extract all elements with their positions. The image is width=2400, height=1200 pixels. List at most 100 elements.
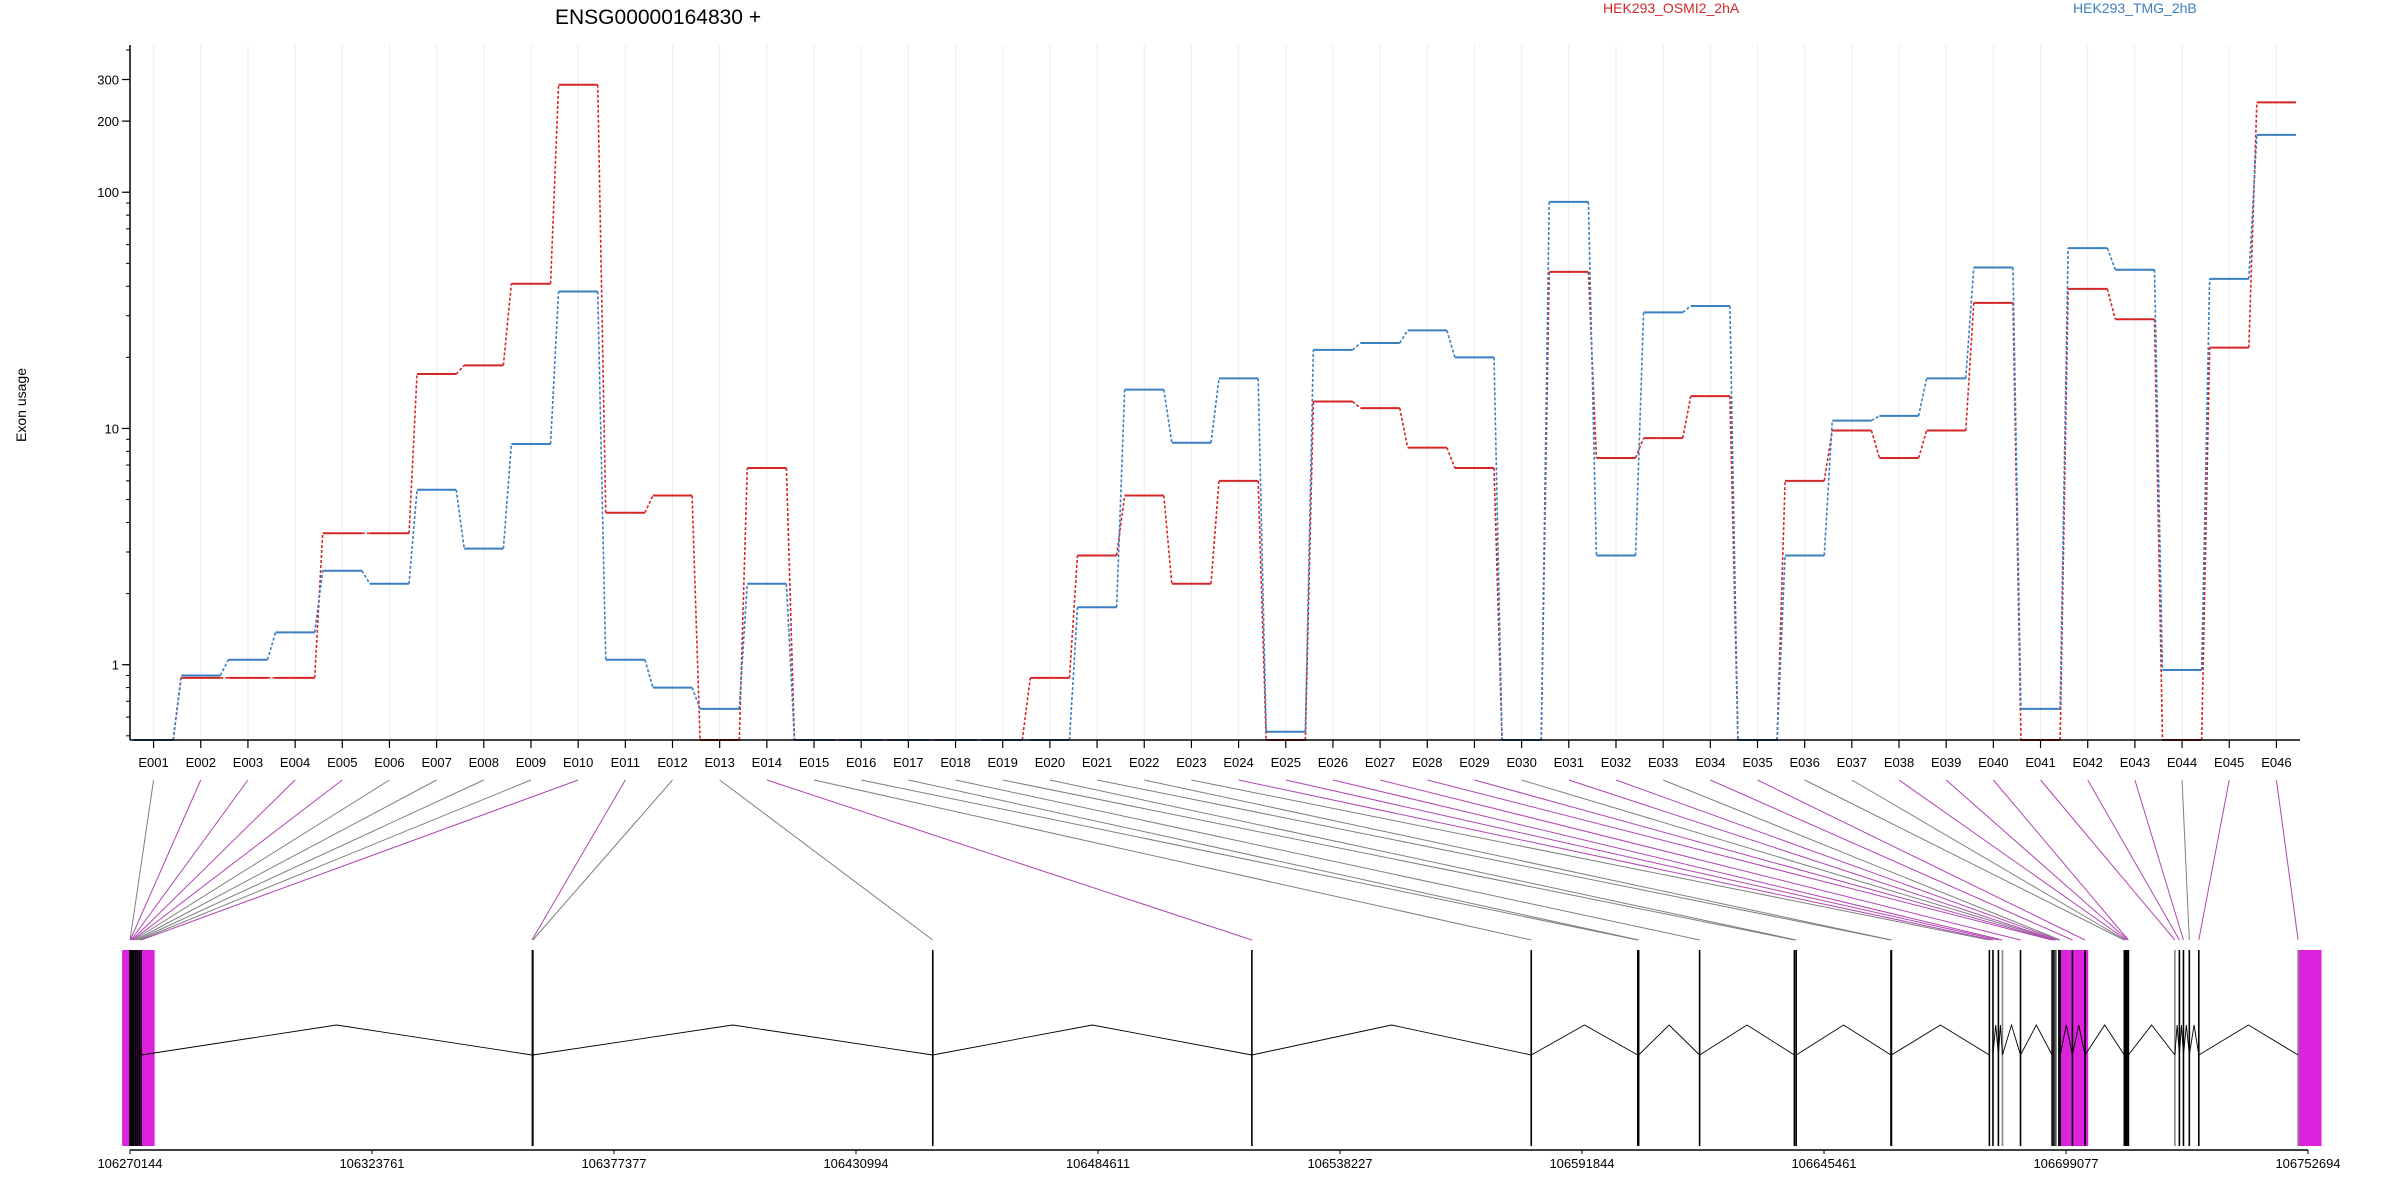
- chart-title: ENSG00000164830 +: [555, 6, 761, 29]
- legend-entry-tmg: HEK293_TMG_2hB: [2073, 0, 2197, 16]
- series-connector: [1587, 271, 1598, 459]
- series-connector: [644, 659, 654, 688]
- exon-connector: [2181, 779, 2190, 941]
- series-connector: [1210, 480, 1220, 584]
- genomic-coordinate-axis: 106270144 106323761 106377377 106430994 1064…: [97, 1149, 2341, 1171]
- exon-label: E006: [374, 755, 404, 770]
- intron-line: [1795, 1024, 1892, 1056]
- series-connector: [1729, 305, 1739, 741]
- series-connector: [1446, 447, 1456, 469]
- series-connector: [785, 583, 796, 741]
- series-connector: [1587, 201, 1598, 556]
- exon-label: E010: [563, 755, 593, 770]
- series-connector: [1304, 349, 1315, 732]
- intron-line: [1531, 1024, 1638, 1056]
- exon-connector: [129, 779, 202, 941]
- series-connector: [1870, 430, 1881, 459]
- exon-label: E001: [138, 755, 168, 770]
- exon-connector: [1710, 779, 2073, 941]
- series-connector: [2153, 269, 2164, 670]
- series-connector: [1398, 407, 1409, 448]
- exon-label: E018: [940, 755, 970, 770]
- coord-tick-label: 106323761: [339, 1156, 404, 1171]
- exon-label: E036: [1789, 755, 1819, 770]
- exon-connector: [532, 779, 673, 941]
- exon-label: E038: [1884, 755, 1914, 770]
- series-connector: [1351, 342, 1362, 351]
- series-connector: [2200, 278, 2211, 670]
- exon-connector: [1379, 779, 2021, 941]
- series-connector: [1210, 378, 1220, 443]
- series-connector: [455, 364, 465, 375]
- exon-connector: [137, 779, 485, 941]
- exon-block: [122, 950, 155, 1146]
- series-connector: [502, 443, 513, 549]
- series-connector: [219, 659, 230, 676]
- series-connector: [1871, 415, 1880, 422]
- coord-tick-label: 106591844: [1549, 1156, 1614, 1171]
- series-connector: [2059, 288, 2069, 741]
- exon-label: E004: [280, 755, 310, 770]
- exon-connector: [140, 779, 579, 941]
- exon-label: E013: [704, 755, 734, 770]
- exon-label: E026: [1318, 755, 1348, 770]
- series-connector: [313, 570, 324, 633]
- coord-tick-label: 106377377: [581, 1156, 646, 1171]
- exon-connector: [1332, 779, 2003, 941]
- y-tick-label: 300: [97, 73, 119, 88]
- coord-tick-label: 106538227: [1307, 1156, 1372, 1171]
- series-connector: [691, 687, 701, 710]
- series-connector: [408, 373, 418, 534]
- intron-line: [532, 1024, 933, 1056]
- series-connector: [408, 489, 418, 584]
- exon-label: E043: [2120, 755, 2150, 770]
- series-connector: [1115, 495, 1126, 556]
- intron-line: [1891, 1024, 1990, 1056]
- exon-connector: [908, 779, 1639, 941]
- y-tick-label: 100: [97, 185, 119, 200]
- exon-label: E011: [611, 755, 640, 770]
- exon-label: E030: [1506, 755, 1536, 770]
- exon-label: E031: [1554, 755, 1584, 770]
- exon-connector: [861, 779, 1638, 941]
- exon-connector: [139, 779, 532, 941]
- exon-connector: [955, 779, 1700, 941]
- intron-line: [2174, 1024, 2180, 1056]
- exon-label: E012: [657, 755, 687, 770]
- exon-connector: [1662, 779, 2061, 941]
- exon-connector: [813, 779, 1532, 941]
- series-connector: [738, 583, 749, 709]
- exon-connector: [1804, 779, 2125, 941]
- exon-connector: [2275, 779, 2299, 941]
- intron-line: [2084, 1024, 2125, 1056]
- exon-label: E033: [1648, 755, 1678, 770]
- series-connector: [1964, 267, 1975, 379]
- intron-line: [932, 1024, 1252, 1056]
- series-connector: [644, 495, 654, 514]
- exon-connector: [1238, 779, 1994, 941]
- grid-lines: [153, 45, 2277, 740]
- exon-connector: [1427, 779, 2053, 941]
- exon-label: E039: [1931, 755, 1961, 770]
- series-connector: [1776, 555, 1786, 741]
- y-axis-label: Exon usage: [13, 368, 29, 442]
- exon-label: E028: [1412, 755, 1442, 770]
- y-tick-label: 10: [105, 421, 119, 436]
- exon-label: E017: [893, 755, 923, 770]
- exon-connector: [1521, 779, 2056, 941]
- exon-label: E007: [421, 755, 451, 770]
- series-connector: [502, 283, 513, 366]
- exon-label: E024: [1223, 755, 1253, 770]
- exon-label: E029: [1459, 755, 1489, 770]
- exon-label: E019: [988, 755, 1018, 770]
- exon-connector: [1945, 779, 2129, 941]
- exon-connector: [132, 779, 343, 941]
- exon-label: E015: [799, 755, 829, 770]
- series-connector: [172, 675, 182, 741]
- intron-line: [2071, 1024, 2086, 1056]
- exon-connector: [1285, 779, 1999, 941]
- intron-line: [1699, 1024, 1795, 1056]
- series-connector: [1917, 430, 1928, 459]
- intron-line: [2183, 1024, 2190, 1056]
- exon-label: E005: [327, 755, 357, 770]
